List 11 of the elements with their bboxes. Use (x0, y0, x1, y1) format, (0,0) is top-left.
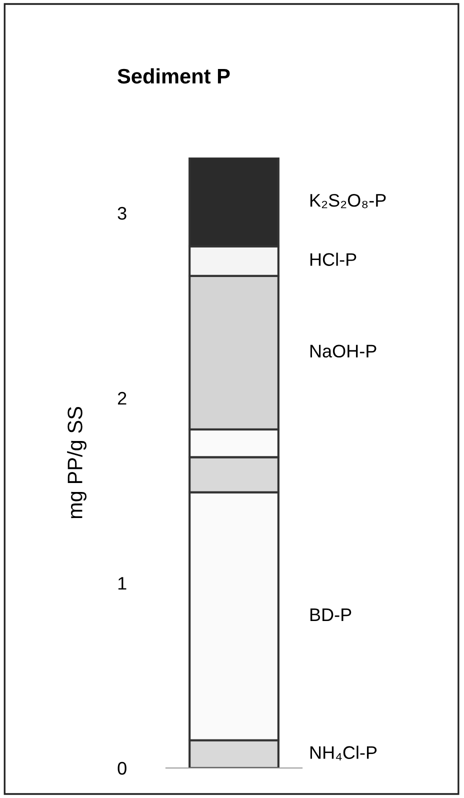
series-label: HCl-P (310, 252, 356, 266)
y-tick-label: 0 (118, 762, 126, 775)
y-tick-label: 3 (118, 206, 126, 220)
y-tick-label: 1 (118, 577, 126, 590)
y-axis-title: mg PP/g SS (67, 406, 87, 518)
series-label: NaOH-P (310, 344, 376, 358)
series-label: BD-P (310, 608, 352, 621)
chart-title: Sediment P (118, 68, 230, 84)
series-label: NH₄Cl-P (310, 746, 377, 760)
series-label: K₂S₂O₈-P (310, 194, 386, 208)
y-tick-label: 2 (118, 392, 126, 405)
